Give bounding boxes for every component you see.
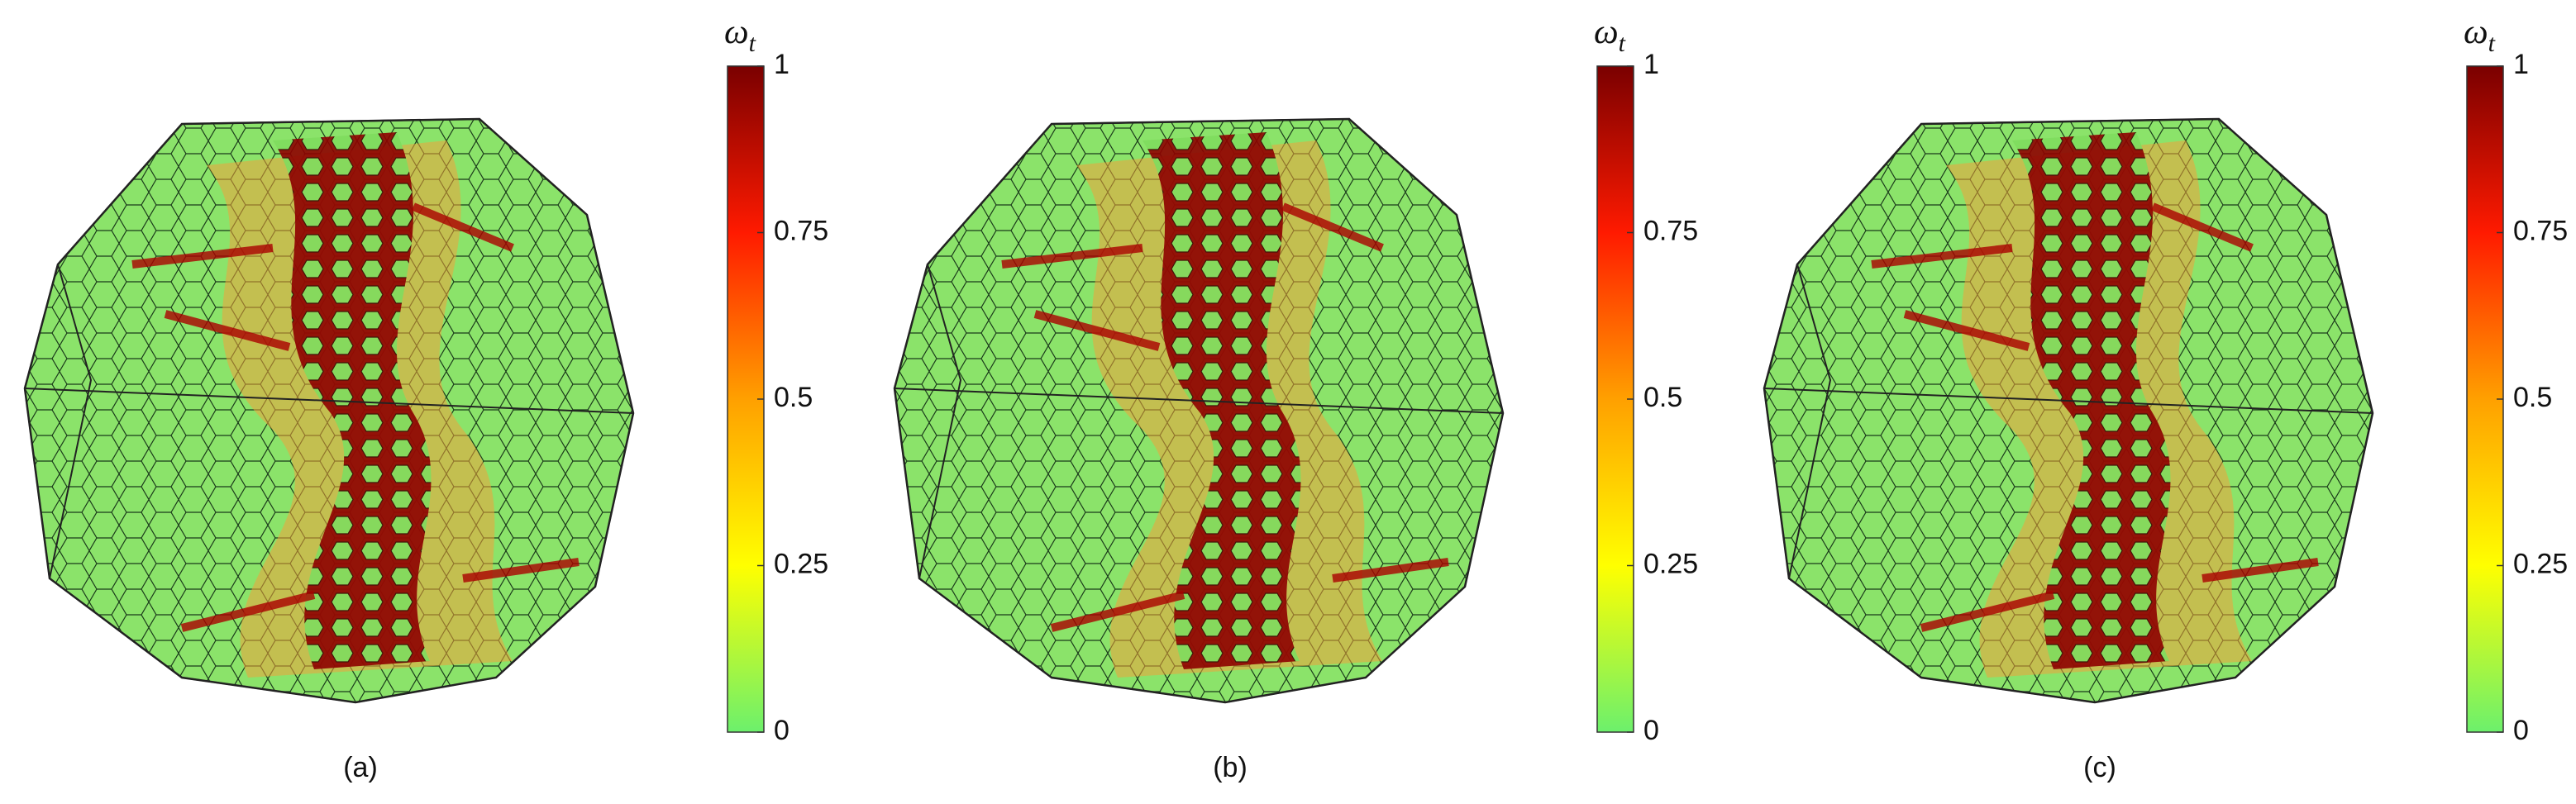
colorbar-tick-label: 0.25 <box>2513 548 2568 579</box>
damage-band <box>2012 132 2171 669</box>
colorbar-tick-label: 1 <box>774 49 789 80</box>
damage-band <box>273 132 432 669</box>
symbol: ω <box>2464 13 2488 51</box>
colorbar-title: ωt <box>724 13 756 57</box>
colorbar-tick-label: 0 <box>2513 715 2529 746</box>
symbol: ω <box>1594 13 1619 51</box>
colorbar-tick-label: 1 <box>1643 49 1659 80</box>
colorbar-tick-label: 0.5 <box>2513 382 2552 413</box>
face-edge <box>918 264 962 579</box>
colorbar-title: ωt <box>2464 13 2496 57</box>
subscript: t <box>2488 30 2496 57</box>
face-edge <box>1763 388 2373 414</box>
colorbar-tick-label: 0 <box>1643 715 1659 746</box>
colorbar-tick-label: 0.5 <box>1643 382 1682 413</box>
face-edge <box>24 388 634 414</box>
colorbar-tick-label: 0.75 <box>1643 215 1698 246</box>
colorbar-tick-label: 0.25 <box>774 548 828 579</box>
panel-label: (b) <box>1213 752 1247 783</box>
damage-band <box>1143 132 1301 669</box>
damage-branch <box>1871 202 2319 632</box>
face-edge <box>1788 264 1832 579</box>
panel-label: (a) <box>343 752 378 783</box>
subscript: t <box>749 30 756 57</box>
colorbar-tick-label: 0.25 <box>1643 548 1698 579</box>
face-edge <box>49 264 93 579</box>
polyhedron-outline <box>1763 117 2374 704</box>
colorbar-tick-label: 0.5 <box>774 382 813 413</box>
panel-label: (c) <box>2083 752 2116 783</box>
subscript: t <box>1619 30 1626 57</box>
polyhedron-outline <box>23 117 635 704</box>
symbol: ω <box>724 13 749 51</box>
polyhedron-outline <box>893 117 1505 704</box>
colorbar-tick-label: 0 <box>774 715 789 746</box>
colorbar-tick-label: 0.75 <box>774 215 828 246</box>
face-edge <box>894 388 1504 414</box>
colorbar-tick-label: 1 <box>2513 49 2529 80</box>
damage-branch <box>1001 202 1449 632</box>
colorbar-title: ωt <box>1594 13 1626 57</box>
damage-branch <box>131 202 580 632</box>
colorbar-tick-label: 0.75 <box>2513 215 2568 246</box>
